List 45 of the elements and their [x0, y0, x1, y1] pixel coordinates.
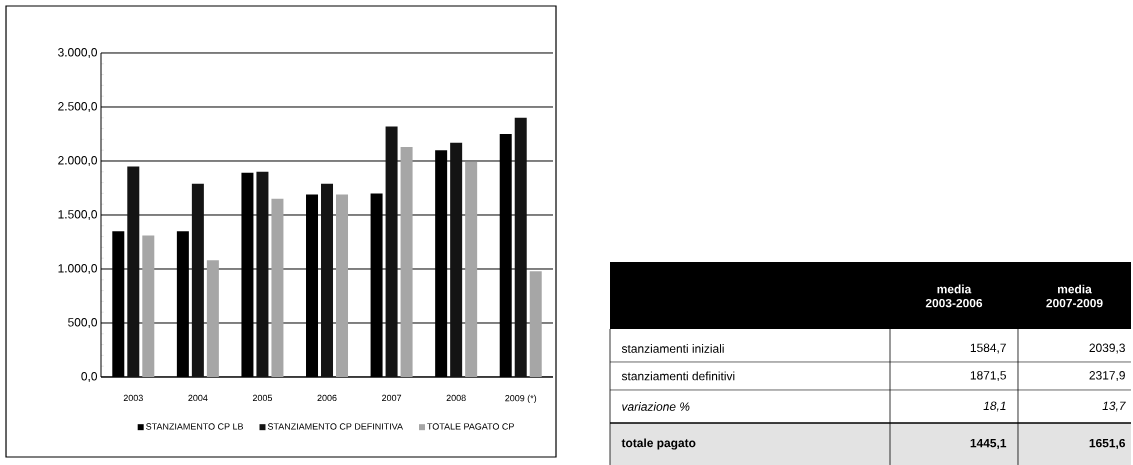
bar	[127, 166, 140, 377]
bar	[142, 235, 155, 377]
y-tick-label: 1.000,0	[58, 264, 98, 274]
text: 2317,9	[1089, 371, 1125, 381]
legend-label: STANZIAMENTO CP LB	[146, 423, 244, 430]
text: stanziamenti iniziali	[621, 344, 724, 353]
text: 1584,7	[970, 343, 1006, 354]
bar	[514, 117, 527, 377]
text: 1445,1	[970, 438, 1007, 450]
x-tick-label: 2004	[188, 394, 208, 402]
x-tick-label: 2006	[317, 394, 337, 402]
bar	[529, 271, 542, 377]
y-tick-label: 1.500,0	[58, 210, 98, 220]
bar	[256, 171, 269, 377]
bar	[206, 260, 219, 377]
text: 2039,3	[1089, 343, 1125, 354]
y-tick-label: 2.500,0	[58, 102, 98, 112]
bar	[271, 198, 284, 377]
text: variazione %	[622, 402, 690, 411]
text: 1651,6	[1089, 438, 1126, 450]
x-tick-label: 2005	[252, 394, 273, 402]
y-tick-label: 0,0	[81, 372, 98, 382]
legend-label: STANZIAMENTO CP DEFINITIVA	[267, 423, 403, 430]
bar	[336, 194, 349, 377]
bar	[385, 126, 398, 377]
bar	[465, 162, 478, 377]
text: 1871,5	[970, 371, 1006, 381]
text: stanziamenti definitivi	[621, 371, 735, 381]
x-tick-label: 2008	[446, 394, 466, 402]
bar	[321, 183, 334, 377]
text: media 2003-2006	[925, 284, 983, 308]
y-tick-label: 3.000,0	[58, 48, 98, 58]
text: 18,1	[983, 401, 1006, 412]
y-tick-label: 2.000,0	[58, 156, 98, 166]
legend-label: TOTALE PAGATO CP	[427, 423, 514, 430]
bar	[191, 183, 204, 377]
x-tick-label: 2003	[123, 394, 143, 402]
bar	[400, 146, 413, 377]
text: totale pagato	[621, 438, 696, 450]
bar	[450, 142, 463, 377]
x-tick-label: 2007	[382, 394, 402, 402]
x-tick-label: 2009 (*)	[505, 394, 537, 404]
y-tick-label: 500,0	[68, 318, 98, 328]
text: 13,7	[1102, 401, 1126, 412]
text: media 2007-2009	[1046, 284, 1103, 308]
